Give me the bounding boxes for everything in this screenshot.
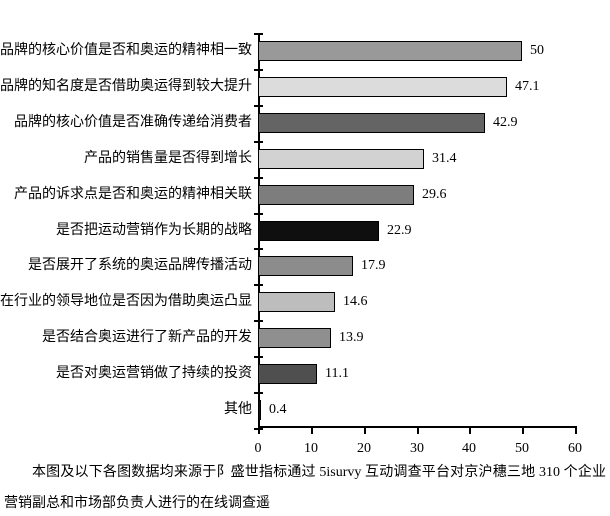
bar [258, 328, 331, 348]
bar [258, 364, 317, 384]
y-axis-tick [254, 177, 263, 179]
x-axis-tick [469, 428, 471, 434]
category-label: 是否展开了系统的奥运品牌传播活动 [28, 258, 252, 273]
category-label: 在行业的领导地位是否因为借助奥运凸显 [0, 294, 252, 309]
category-label: 品牌的核心价值是否和奥运的精神相一致 [0, 43, 252, 58]
y-axis-tick [254, 356, 263, 358]
x-axis-tick [522, 428, 524, 434]
category-label: 品牌的知名度是否借助奥运得到较大提升 [0, 79, 252, 94]
x-axis-tick-label: 40 [462, 441, 476, 456]
x-axis-tick [417, 428, 419, 434]
bar [258, 221, 379, 241]
category-label: 品牌的核心价值是否准确传递给消费者 [14, 115, 252, 130]
value-label: 50 [530, 43, 544, 58]
category-label: 产品的销售量是否得到增长 [84, 151, 252, 166]
x-axis-tick [311, 428, 313, 434]
y-axis-tick [254, 33, 263, 35]
value-label: 14.6 [343, 294, 368, 309]
category-label: 产品的诉求点是否和奥运的精神相关联 [14, 187, 252, 202]
category-label: 是否对奥运营销做了持续的投资 [56, 366, 252, 381]
bar [258, 185, 414, 205]
x-axis-tick [258, 428, 260, 434]
category-label: 是否结合奥运进行了新产品的开发 [42, 330, 252, 345]
value-label: 47.1 [515, 79, 540, 94]
value-label: 31.4 [432, 151, 457, 166]
value-label: 13.9 [339, 330, 364, 345]
plot-area: 品牌的核心价值是否和奥运的精神相一致 50 品牌的知名度是否借助奥运得到较大提升 47… [0, 33, 582, 456]
value-label: 22.9 [387, 223, 412, 238]
category-label: 其他 [224, 402, 252, 417]
y-axis-tick [254, 69, 263, 71]
y-axis-tick [254, 141, 263, 143]
x-axis-tick [364, 428, 366, 434]
value-label: 17.9 [361, 258, 386, 273]
value-label: 42.9 [493, 115, 518, 130]
x-axis-tick [575, 428, 577, 434]
bar [258, 256, 353, 276]
x-axis-tick-label: 50 [515, 441, 529, 456]
value-label: 0.4 [269, 402, 287, 417]
y-axis-tick [254, 248, 263, 250]
x-axis-tick-label: 10 [304, 441, 318, 456]
value-label: 29.6 [422, 187, 447, 202]
value-label: 11.1 [325, 366, 349, 381]
bar [258, 41, 522, 61]
source-note: 本图及以下各图数据均来源于阝盛世指标通过 5isurvy 互动调查平台对京沪穗三… [4, 465, 606, 511]
bar [258, 400, 261, 420]
y-axis-tick [254, 213, 263, 215]
x-axis-line [258, 426, 577, 428]
y-axis-tick [254, 105, 263, 107]
category-label: 是否把运动营销作为长期的战略 [56, 223, 252, 238]
x-axis-tick-label: 0 [254, 441, 262, 456]
y-axis-tick [254, 392, 263, 394]
x-axis-tick-label: 20 [357, 441, 371, 456]
bar [258, 292, 335, 312]
bar [258, 77, 507, 97]
y-axis-tick [254, 284, 263, 286]
x-axis-tick-label: 60 [568, 441, 582, 456]
y-axis-tick [254, 320, 263, 322]
bar [258, 149, 424, 169]
x-axis-tick-label: 30 [410, 441, 424, 456]
bar [258, 113, 485, 133]
